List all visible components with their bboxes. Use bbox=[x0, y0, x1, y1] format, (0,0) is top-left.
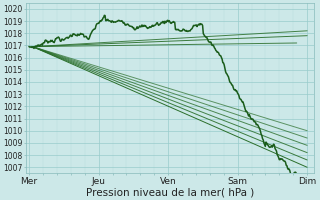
X-axis label: Pression niveau de la mer( hPa ): Pression niveau de la mer( hPa ) bbox=[86, 187, 254, 197]
